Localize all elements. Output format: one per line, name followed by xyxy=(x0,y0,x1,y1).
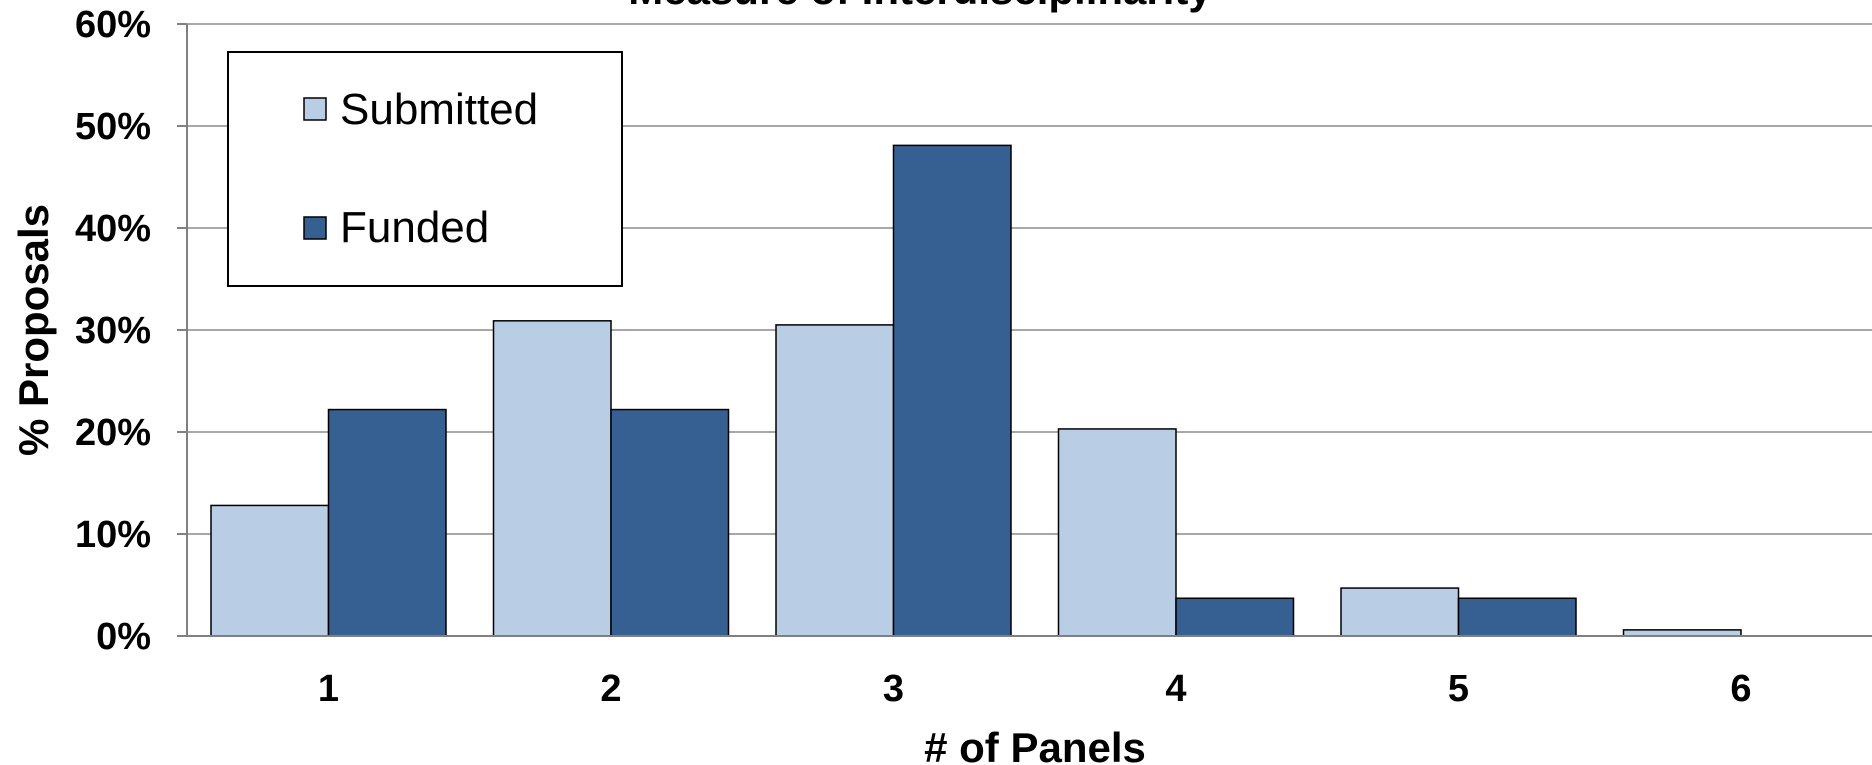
bars xyxy=(210,144,1742,637)
x-tick-label: 3 xyxy=(883,668,904,710)
bar-funded-2 xyxy=(610,408,730,637)
x-tick-label: 1 xyxy=(318,668,339,710)
bar-submitted-1 xyxy=(210,504,330,637)
y-tick-labels: 0% 10% 20% 30% 40% 50% 60% xyxy=(75,4,187,658)
y-tick-label: 60% xyxy=(75,4,151,46)
legend-box xyxy=(227,51,623,287)
y-tick-label: 30% xyxy=(75,310,151,352)
legend-label-submitted: Submitted xyxy=(340,85,538,134)
bar-submitted-3 xyxy=(775,324,895,637)
bar-funded-5 xyxy=(1457,597,1577,637)
y-tick-label: 50% xyxy=(75,106,151,148)
bar-funded-1 xyxy=(327,408,447,637)
bar-submitted-5 xyxy=(1340,587,1460,637)
legend-label-funded: Funded xyxy=(340,203,489,252)
legend-swatch-submitted xyxy=(303,97,327,121)
bar-funded-3 xyxy=(892,144,1012,637)
chart-title: Measure of Interdisciplinarity xyxy=(628,0,1212,13)
y-tick-label: 20% xyxy=(75,412,151,454)
y-tick-label: 0% xyxy=(96,616,151,658)
x-tick-labels: 1 2 3 4 5 6 xyxy=(318,668,1752,710)
legend-swatch-funded xyxy=(303,216,327,240)
x-tick-label: 5 xyxy=(1448,668,1469,710)
legend: Submitted Funded xyxy=(227,51,623,287)
x-tick-label: 6 xyxy=(1730,668,1751,710)
x-tick-label: 2 xyxy=(600,668,621,710)
bar-submitted-4 xyxy=(1057,428,1177,637)
x-tick-label: 4 xyxy=(1165,668,1186,710)
bar-submitted-2 xyxy=(492,320,612,637)
y-tick-label: 10% xyxy=(75,514,151,556)
y-axis-title: % Proposals xyxy=(10,204,57,456)
y-tick-label: 40% xyxy=(75,208,151,250)
bar-funded-4 xyxy=(1175,597,1295,637)
x-axis-title: # of Panels xyxy=(924,724,1146,765)
